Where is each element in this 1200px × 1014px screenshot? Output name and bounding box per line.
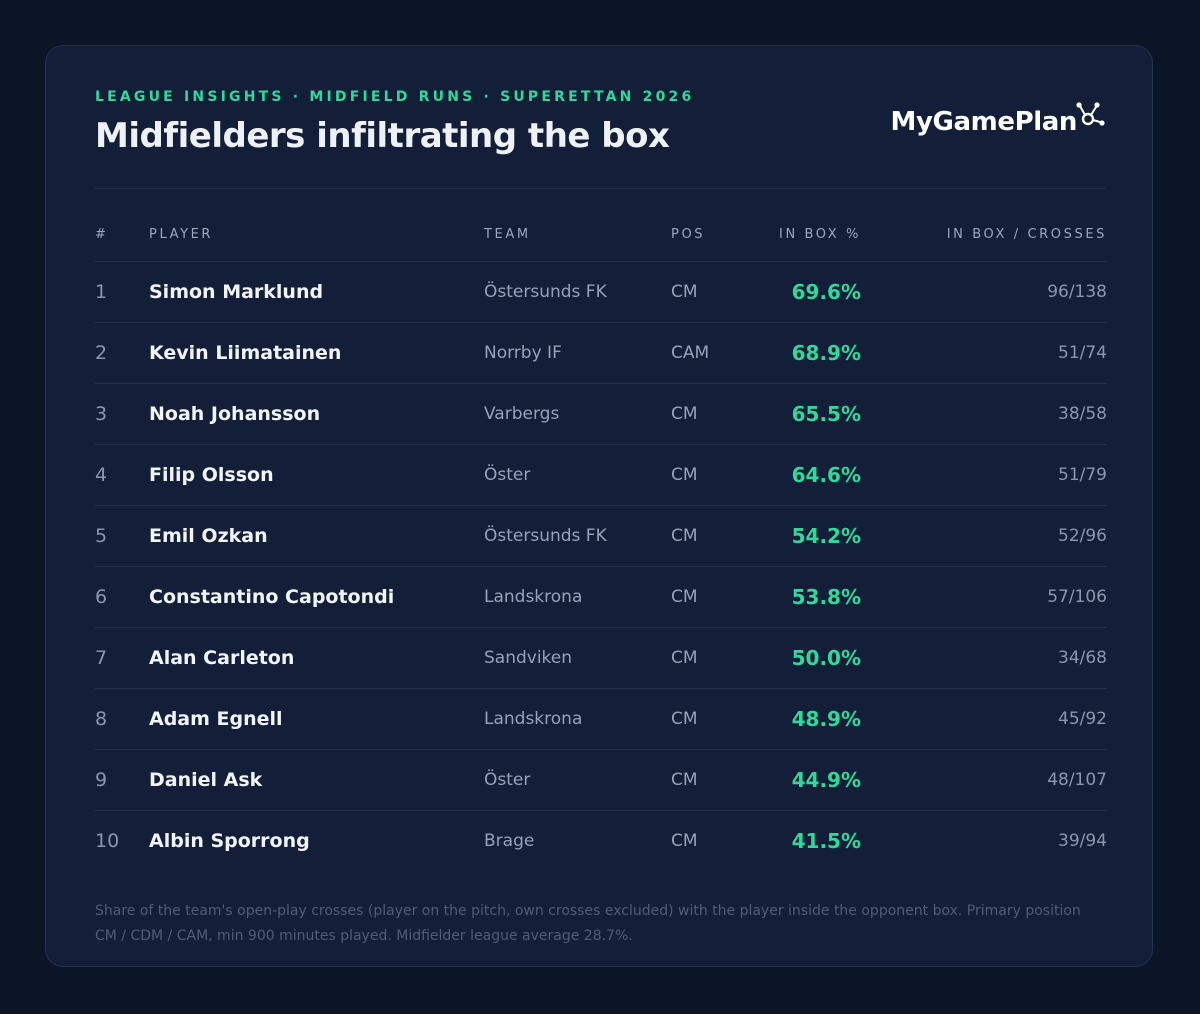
team-name: Norrby IF (484, 322, 671, 384)
table-row: 2 Kevin Liimatainen Norrby IF CAM 68.9% 51/74 (95, 322, 1107, 384)
column-header-in-box-crosses: IN BOX / CROSSES (861, 207, 1107, 262)
table-row: 6 Constantino Capotondi Landskrona CM 53.8% 5… (95, 566, 1107, 628)
rank-cell: 2 (95, 322, 149, 384)
position: CM (671, 505, 751, 567)
in-box-pct: 65.5% (751, 383, 861, 445)
rank-cell: 6 (95, 566, 149, 628)
position: CM (671, 627, 751, 689)
player-name: Simon Marklund (149, 261, 484, 323)
position: CM (671, 383, 751, 445)
in-box-pct: 50.0% (751, 627, 861, 689)
in-box-crosses: 51/74 (861, 322, 1107, 384)
player-name: Noah Johansson (149, 383, 484, 445)
footnote: Share of the team's open-play crosses (p… (95, 903, 1081, 944)
player-name: Alan Carleton (149, 627, 484, 689)
team-name: Öster (484, 444, 671, 506)
rank-cell: 1 (95, 261, 149, 323)
position: CM (671, 688, 751, 750)
in-box-crosses: 39/94 (1058, 831, 1107, 851)
in-box-pct: 53.8% (751, 566, 861, 628)
team-name: Varbergs (484, 383, 671, 445)
in-box-crosses: 45/92 (861, 688, 1107, 750)
column-header-team: TEAM (484, 207, 671, 262)
rank-cell: 4 (95, 444, 149, 506)
leaderboard-card: LEAGUE INSIGHTS · MIDFIELD RUNS · SUPERE… (45, 45, 1153, 967)
rank-cell: 9 (95, 749, 149, 811)
team-name: Östersunds FK (484, 505, 671, 567)
column-header-rank: # (95, 207, 149, 262)
table-row: 7 Alan Carleton Sandviken CM 50.0% 34/68 (95, 627, 1107, 689)
rank-cell: 7 (95, 627, 149, 689)
brand-logo-text: MyGamePlan (890, 107, 1078, 137)
in-box-pct: 44.9% (751, 749, 861, 811)
table-row: 1 Simon Marklund Östersunds FK CM 69.6% 96/13… (95, 261, 1107, 323)
in-box-crosses: 52/96 (861, 505, 1107, 567)
position: CM (671, 444, 751, 506)
player-name: Constantino Capotondi (149, 566, 484, 628)
player-name: Albin Sporrong (149, 830, 310, 852)
in-box-crosses: 51/79 (861, 444, 1107, 506)
in-box-crosses: 48/107 (861, 749, 1107, 811)
table-row: 5 Emil Ozkan Östersunds FK CM 54.2% 52/96 (95, 505, 1107, 567)
table-row: 4 Filip Olsson Öster CM 64.6% 51/79 (95, 444, 1107, 506)
position: CM (671, 831, 698, 851)
in-box-crosses: 96/138 (861, 261, 1107, 323)
header-divider (95, 188, 1105, 189)
in-box-crosses: 57/106 (861, 566, 1107, 628)
page-title: Midfielders infiltrating the box (95, 116, 670, 156)
position: CM (671, 749, 751, 811)
team-name: Östersunds FK (484, 261, 671, 323)
table-row: 9 Daniel Ask Öster CM 44.9% 48/107 (95, 749, 1107, 811)
column-header-in-box-pct: IN BOX % (751, 207, 861, 262)
kicker-label: LEAGUE INSIGHTS · MIDFIELD RUNS · SUPERE… (95, 89, 695, 105)
team-name: Brage (484, 831, 535, 851)
team-name: Öster (484, 749, 671, 811)
table-header-row: # PLAYER TEAM POS IN BOX % IN BOX / CROS… (95, 207, 1107, 262)
table-row: 10 Albin Sporrong Brage CM 41.5% 39/94 (95, 811, 1107, 872)
table-row: 3 Noah Johansson Varbergs CM 65.5% 38/58 (95, 383, 1107, 445)
position: CM (671, 261, 751, 323)
in-box-pct: 64.6% (751, 444, 861, 506)
player-name: Daniel Ask (149, 749, 484, 811)
team-name: Landskrona (484, 566, 671, 628)
rank-cell: 5 (95, 505, 149, 567)
column-header-player: PLAYER (149, 207, 484, 262)
player-name: Kevin Liimatainen (149, 322, 484, 384)
in-box-crosses: 38/58 (861, 383, 1107, 445)
team-name: Landskrona (484, 688, 671, 750)
in-box-pct: 68.9% (751, 322, 861, 384)
in-box-pct: 54.2% (751, 505, 861, 567)
leaderboard-table: # PLAYER TEAM POS IN BOX % IN BOX / CROS… (95, 207, 1107, 871)
rank-cell: 3 (95, 383, 149, 445)
in-box-crosses: 34/68 (861, 627, 1107, 689)
position: CM (671, 566, 751, 628)
player-name: Adam Egnell (149, 688, 484, 750)
table-row: 8 Adam Egnell Landskrona CM 48.9% 45/92 (95, 688, 1107, 750)
team-name: Sandviken (484, 627, 671, 689)
rank-cell: 10 (95, 830, 120, 852)
in-box-pct: 48.9% (751, 688, 861, 750)
player-name: Filip Olsson (149, 444, 484, 506)
player-name: Emil Ozkan (149, 505, 484, 567)
in-box-pct: 69.6% (751, 261, 861, 323)
molecule-icon (1076, 102, 1105, 126)
column-header-pos: POS (671, 207, 751, 262)
position: CAM (671, 322, 751, 384)
brand-logo: MyGamePlan (891, 102, 1105, 142)
in-box-pct: 41.5% (791, 829, 861, 853)
rank-cell: 8 (95, 688, 149, 750)
